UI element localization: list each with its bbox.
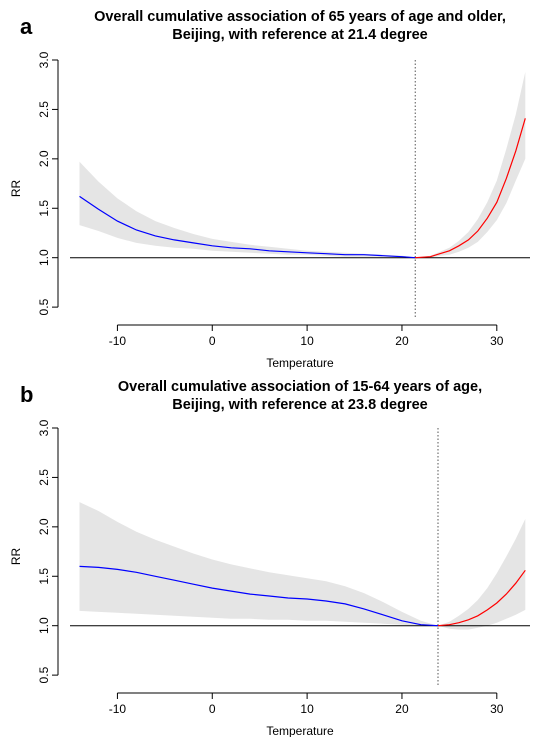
y-tick-label: 1.5 xyxy=(37,568,51,585)
chart-panel-a: a Overall cumulative association of 65 y… xyxy=(9,8,530,370)
confidence-band xyxy=(79,502,526,630)
y-tick-label: 3.0 xyxy=(37,419,51,436)
y-tick-label: 1.5 xyxy=(37,200,51,217)
heat-effect-line xyxy=(415,118,526,259)
confidence-band xyxy=(79,71,526,258)
chart-panel-b: b Overall cumulative association of 15-6… xyxy=(0,370,550,737)
x-axis-label: Temperature xyxy=(266,724,334,737)
x-tick-label: 20 xyxy=(395,334,409,348)
chart-plot: 0.5 1.0 1.5 2.0 2.5 3.0 RR -10 0 10 20 30 Temperatur… xyxy=(9,419,530,737)
chart-plot: 0.5 1.0 1.5 2.0 2.5 3.0 RR -10 0 10 20 30 Temperatur… xyxy=(9,51,530,370)
x-axis-label: Temperature xyxy=(266,356,334,370)
y-tick-label: 2.5 xyxy=(37,469,51,486)
y-tick-label: 3.0 xyxy=(37,51,51,68)
y-tick-label: 2.0 xyxy=(37,518,51,535)
heat-effect-line xyxy=(437,569,526,627)
y-tick-label: 2.0 xyxy=(37,150,51,167)
cold-effect-line xyxy=(79,565,439,627)
chart-title-line: Beijing, with reference at 21.4 degree xyxy=(172,27,428,43)
chart-title: Overall cumulative association of 65 yea… xyxy=(70,8,530,44)
chart-title: Overall cumulative association of 15-64 … xyxy=(70,378,530,414)
x-tick-label: 10 xyxy=(300,334,314,348)
cold-effect-line xyxy=(79,195,416,259)
x-tick-label: 10 xyxy=(300,702,314,716)
y-axis-label: RR xyxy=(9,548,23,566)
y-tick-label: 1.0 xyxy=(37,617,51,634)
chart-title-line: Overall cumulative association of 15-64 … xyxy=(117,379,483,395)
y-axis-label: RR xyxy=(9,180,23,198)
x-tick-label: 30 xyxy=(490,334,504,348)
x-tick-label: 0 xyxy=(209,334,216,348)
x-tick-label: 0 xyxy=(209,702,216,716)
x-tick-label: -10 xyxy=(109,334,127,348)
x-tick-label: 30 xyxy=(490,702,504,716)
panel-letter: a xyxy=(20,14,33,39)
x-tick-label: -10 xyxy=(109,702,127,716)
y-tick-label: 2.5 xyxy=(37,101,51,118)
y-tick-label: 1.0 xyxy=(37,249,51,266)
panel-letter: b xyxy=(20,382,34,407)
x-tick-label: 20 xyxy=(395,702,409,716)
y-tick-label: 0.5 xyxy=(37,298,51,315)
chart-title-line: Overall cumulative association of 65 yea… xyxy=(94,9,506,25)
y-tick-label: 0.5 xyxy=(37,666,51,683)
chart-title-line: Beijing, with reference at 23.8 degree xyxy=(172,397,428,413)
